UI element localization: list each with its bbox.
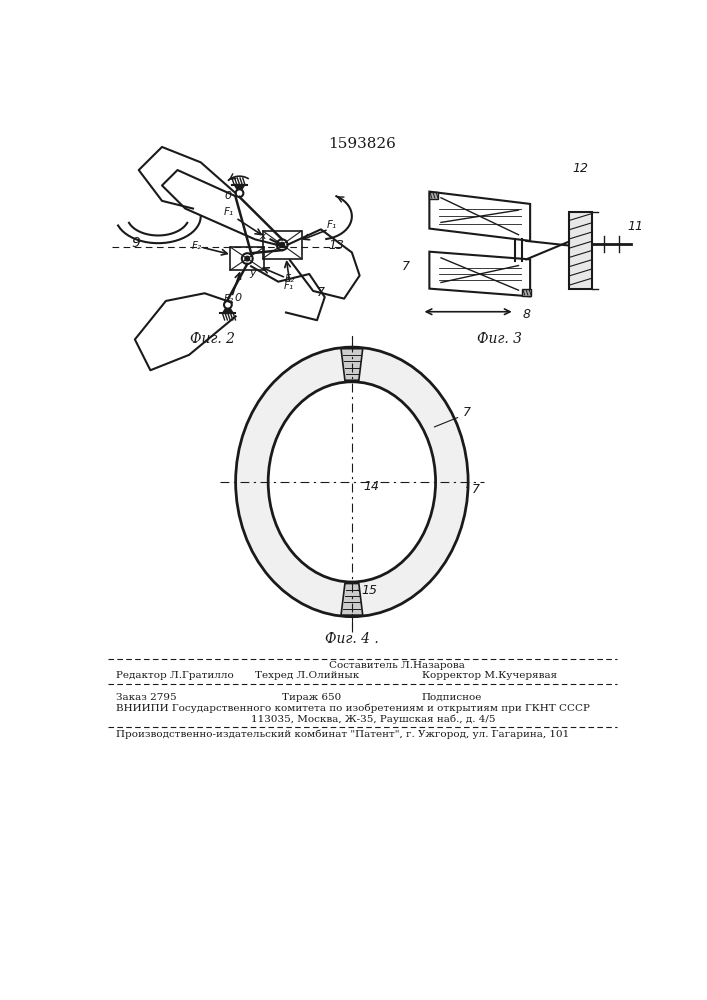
Text: Фиг. 4 .: Фиг. 4 . — [325, 632, 379, 646]
Circle shape — [235, 189, 243, 197]
Ellipse shape — [268, 382, 436, 582]
Circle shape — [280, 242, 284, 247]
Text: 11: 11 — [627, 220, 643, 233]
Circle shape — [276, 239, 288, 250]
Text: Корректор М.Кучерявая: Корректор М.Кучерявая — [421, 671, 556, 680]
Circle shape — [245, 256, 250, 261]
Text: F₂: F₂ — [192, 241, 201, 251]
Text: y: y — [249, 268, 255, 278]
Text: ВНИИПИ Государственного комитета по изобретениям и открытиям при ГКНТ СССР: ВНИИПИ Государственного комитета по изоб… — [115, 704, 590, 713]
Text: Фиг. 2: Фиг. 2 — [190, 332, 235, 346]
Text: x: x — [259, 231, 266, 241]
Text: Редактор Л.Гратилло: Редактор Л.Гратилло — [115, 671, 233, 680]
Circle shape — [242, 253, 252, 264]
Text: Фиг. 3: Фиг. 3 — [477, 332, 522, 346]
Text: Заказ 2795: Заказ 2795 — [115, 693, 176, 702]
Text: Производственно-издательский комбинат "Патент", г. Ужгород, ул. Гагарина, 101: Производственно-издательский комбинат "П… — [115, 729, 568, 739]
Polygon shape — [429, 192, 530, 241]
Text: Тираж 650: Тираж 650 — [282, 693, 341, 702]
Text: 15: 15 — [361, 584, 377, 597]
Polygon shape — [223, 305, 233, 313]
Text: F₂: F₂ — [284, 274, 295, 284]
Polygon shape — [429, 252, 530, 296]
Text: 13: 13 — [329, 239, 344, 252]
Bar — [230, 247, 264, 270]
Text: 0: 0 — [234, 293, 241, 303]
Text: 12: 12 — [573, 162, 589, 175]
Text: 0: 0 — [224, 191, 231, 201]
Text: 1593826: 1593826 — [328, 137, 396, 151]
Polygon shape — [234, 185, 245, 193]
Polygon shape — [341, 584, 363, 615]
Text: Подписное: Подписное — [421, 693, 482, 702]
Bar — [522, 289, 531, 296]
Text: F₂: F₂ — [224, 294, 234, 304]
Text: Составитель Л.Назарова: Составитель Л.Назарова — [329, 661, 464, 670]
Text: 14: 14 — [363, 480, 380, 493]
Text: 7: 7 — [317, 286, 325, 299]
Text: F₁: F₁ — [224, 207, 234, 217]
Text: F₁: F₁ — [284, 281, 294, 291]
Ellipse shape — [235, 347, 468, 617]
Bar — [263, 231, 301, 259]
Text: 7: 7 — [472, 483, 480, 496]
Bar — [428, 192, 438, 199]
Circle shape — [224, 301, 232, 309]
Text: Техред Л.Олийнык: Техред Л.Олийнык — [255, 671, 359, 680]
Text: 7: 7 — [462, 406, 471, 419]
Text: 8: 8 — [522, 308, 530, 321]
Bar — [569, 212, 592, 289]
Text: 9: 9 — [131, 236, 140, 250]
Text: 7: 7 — [402, 260, 410, 273]
Text: 113035, Москва, Ж-35, Раушская наб., д. 4/5: 113035, Москва, Ж-35, Раушская наб., д. … — [251, 714, 496, 724]
Polygon shape — [341, 349, 363, 380]
Text: F₁: F₁ — [327, 220, 337, 230]
